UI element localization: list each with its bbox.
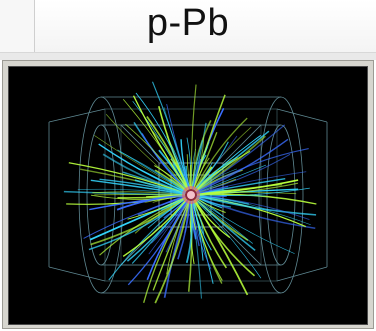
particle-track [148, 199, 188, 255]
particle-track [195, 150, 251, 192]
particle-track [126, 198, 188, 262]
page-title: p-Pb [146, 2, 230, 44]
particle-track [194, 199, 262, 279]
particle-track [92, 191, 186, 196]
particle-track [185, 200, 193, 264]
particle-track [94, 135, 187, 193]
particle-track [193, 199, 256, 277]
particle-track [196, 196, 307, 228]
particle-tracks [63, 81, 317, 304]
particle-track [196, 195, 317, 216]
title-left-frame [0, 0, 35, 52]
particle-track [90, 179, 186, 195]
particle-track [196, 171, 307, 195]
particle-track [141, 133, 188, 191]
particle-track [195, 138, 289, 193]
particle-track [196, 195, 271, 211]
particle-track [192, 94, 226, 190]
particle-track [146, 116, 189, 191]
event-display-canvas[interactable] [8, 66, 368, 325]
particle-track [196, 194, 266, 197]
particle-track [194, 198, 256, 251]
event-display-svg [48, 81, 328, 304]
particle-track [195, 168, 238, 193]
particle-track [127, 199, 189, 286]
particle-track [195, 197, 295, 254]
separator-strip [0, 53, 376, 60]
particle-track [193, 117, 248, 191]
right-endcap [258, 96, 304, 294]
particle-track [147, 198, 187, 229]
particle-track [196, 153, 291, 194]
particle-track [191, 200, 200, 247]
particle-track [132, 95, 189, 191]
particle-track [192, 200, 212, 270]
particle-track [127, 196, 186, 220]
particle-track [98, 143, 187, 193]
particle-track [154, 200, 191, 304]
particle-track [191, 140, 203, 190]
particle-track [102, 153, 186, 194]
particle-track [68, 162, 186, 194]
right-endcap-inner [266, 124, 296, 266]
particle-track [105, 114, 187, 192]
particle-track [193, 141, 229, 191]
particle-track [135, 92, 189, 190]
particle-track [90, 197, 187, 246]
title-bar: p-Pb [0, 0, 376, 53]
particle-track [77, 188, 186, 196]
particle-track [192, 200, 212, 251]
particle-track [134, 179, 186, 195]
particle-track [117, 149, 187, 193]
particle-track [166, 200, 190, 275]
particle-track [196, 184, 283, 195]
particle-track [125, 123, 188, 191]
particle-track [189, 164, 192, 190]
particle-track [195, 198, 253, 244]
particle-track [137, 196, 186, 216]
particle-track [154, 165, 187, 192]
particle-track [196, 164, 267, 194]
particle-track [196, 191, 297, 196]
particle-track [192, 132, 218, 190]
collision-vertex [182, 186, 200, 204]
particle-track [122, 198, 188, 257]
particle-track [195, 198, 248, 241]
particle-track [190, 84, 197, 190]
